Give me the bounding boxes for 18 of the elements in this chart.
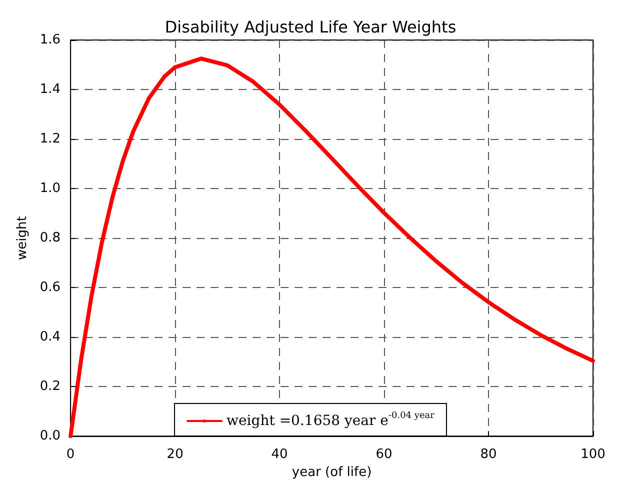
x-tick-label: 60 — [376, 447, 392, 462]
chart-title: Disability Adjusted Life Year Weights — [164, 18, 456, 36]
x-tick-label: 0 — [66, 447, 75, 462]
x-tick-label: 20 — [166, 447, 184, 462]
y-tick-label: 1.2 — [40, 132, 61, 147]
y-tick-label: 0.0 — [40, 428, 61, 444]
x-tick-label: 80 — [480, 447, 497, 462]
y-tick-label: 0.4 — [40, 330, 61, 345]
y-tick-label: 0.6 — [40, 280, 61, 296]
y-tick-label: 1.6 — [40, 32, 61, 48]
y-tick-label: 1.0 — [40, 181, 61, 196]
y-tick-label: 0.8 — [40, 230, 61, 246]
x-axis-title: year (of life) — [292, 465, 372, 480]
x-tick-label: 100 — [580, 447, 606, 462]
y-axis-title: weight — [15, 216, 30, 260]
y-tick-label: 0.2 — [40, 379, 61, 394]
x-tick-label: 40 — [271, 447, 288, 462]
y-tick-label: 1.4 — [40, 82, 61, 98]
